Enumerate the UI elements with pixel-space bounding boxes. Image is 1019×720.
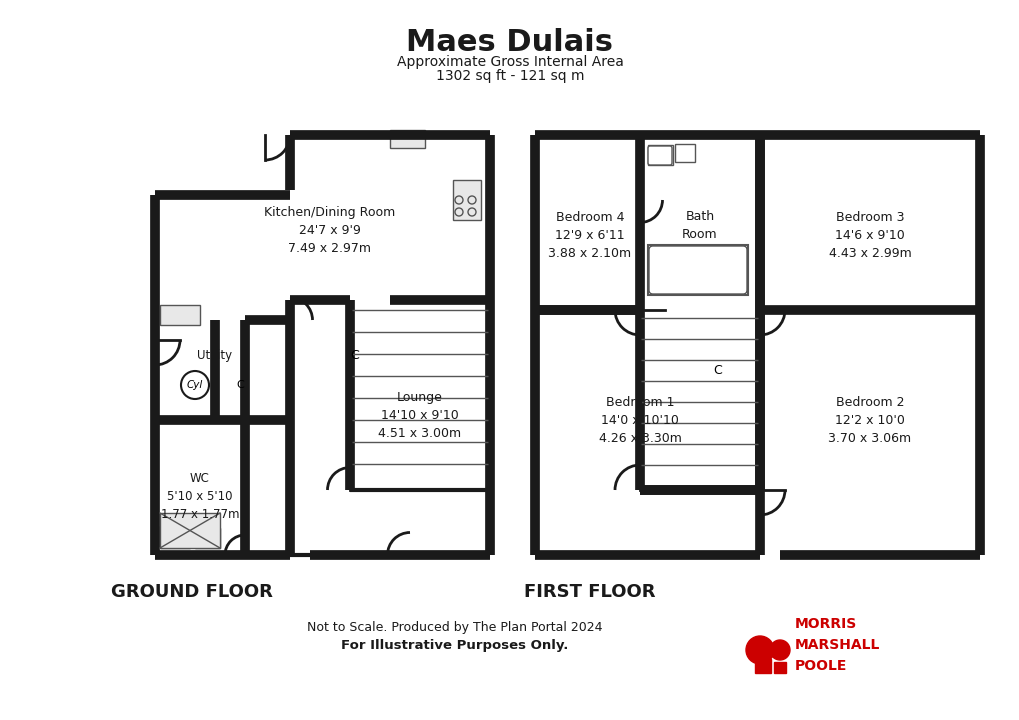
Text: Utility: Utility xyxy=(198,348,232,361)
Text: For Illustrative Purposes Only.: For Illustrative Purposes Only. xyxy=(341,639,569,652)
Text: C: C xyxy=(235,380,244,390)
FancyBboxPatch shape xyxy=(648,246,746,294)
Text: Bath
Room: Bath Room xyxy=(682,210,717,240)
Bar xyxy=(773,662,786,673)
Text: Lounge
14'10 x 9'10
4.51 x 3.00m: Lounge 14'10 x 9'10 4.51 x 3.00m xyxy=(378,390,462,439)
Text: C: C xyxy=(713,364,721,377)
Circle shape xyxy=(745,636,773,664)
Text: C: C xyxy=(351,348,359,361)
Bar xyxy=(452,180,481,220)
Text: Approximate Gross Internal Area: Approximate Gross Internal Area xyxy=(396,55,623,69)
Text: Bedroom 2
12'2 x 10'0
3.70 x 3.06m: Bedroom 2 12'2 x 10'0 3.70 x 3.06m xyxy=(827,395,911,444)
Text: Bedroom 4
12'9 x 6'11
3.88 x 2.10m: Bedroom 4 12'9 x 6'11 3.88 x 2.10m xyxy=(548,210,631,259)
Text: FIRST FLOOR: FIRST FLOOR xyxy=(524,583,655,601)
Bar xyxy=(754,659,770,673)
Text: MORRIS
MARSHALL
POOLE: MORRIS MARSHALL POOLE xyxy=(794,618,879,672)
Text: WC
5'10 x 5'10
1.77 x 1.77m: WC 5'10 x 5'10 1.77 x 1.77m xyxy=(161,472,239,521)
Text: GROUND FLOOR: GROUND FLOOR xyxy=(111,583,273,601)
Bar xyxy=(160,513,220,548)
Bar xyxy=(675,144,694,162)
Bar xyxy=(195,528,220,548)
Text: Cyl: Cyl xyxy=(186,380,203,390)
Text: Bedroom 1
14'0 x 10'10
4.26 x 3.30m: Bedroom 1 14'0 x 10'10 4.26 x 3.30m xyxy=(598,395,681,444)
Text: Bedroom 3
14'6 x 9'10
4.43 x 2.99m: Bedroom 3 14'6 x 9'10 4.43 x 2.99m xyxy=(827,210,911,259)
Bar xyxy=(160,305,200,325)
Bar xyxy=(647,145,673,165)
Text: 1302 sq ft - 121 sq m: 1302 sq ft - 121 sq m xyxy=(435,69,584,83)
Bar xyxy=(389,130,425,148)
Bar xyxy=(647,245,747,295)
Text: Not to Scale. Produced by The Plan Portal 2024: Not to Scale. Produced by The Plan Porta… xyxy=(307,621,602,634)
Circle shape xyxy=(769,640,790,660)
FancyBboxPatch shape xyxy=(647,146,672,165)
FancyBboxPatch shape xyxy=(161,527,189,546)
Text: Kitchen/Dining Room
24'7 x 9'9
7.49 x 2.97m: Kitchen/Dining Room 24'7 x 9'9 7.49 x 2.… xyxy=(264,205,395,254)
Text: Maes Dulais: Maes Dulais xyxy=(407,27,612,56)
Bar xyxy=(160,526,190,548)
